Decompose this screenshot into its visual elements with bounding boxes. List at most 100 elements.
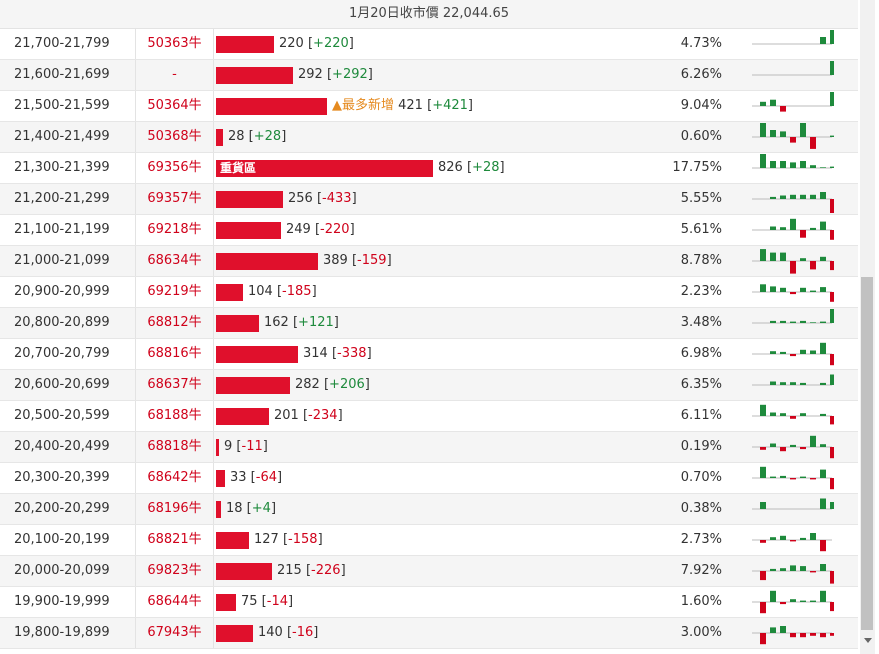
- volume-change: -158: [288, 532, 318, 547]
- scroll-down-arrow-icon[interactable]: [864, 638, 872, 643]
- spark-bar-up: [780, 227, 786, 230]
- volume-bar: [216, 191, 283, 208]
- spark-bar-up: [820, 342, 826, 354]
- spark-bar-up: [760, 154, 766, 168]
- percentage: 3.00%: [680, 625, 722, 640]
- spark-bar-up: [760, 123, 766, 137]
- spark-bar-up: [770, 537, 776, 540]
- code-link[interactable]: 68816牛: [135, 339, 214, 369]
- code-link[interactable]: 50364牛: [135, 91, 214, 121]
- table-row: 20,700-20,799 68816牛 314 [-338] 6.98%: [0, 339, 858, 370]
- spark-bar-up: [800, 123, 806, 137]
- trend-sparkline: [752, 61, 834, 76]
- spark-bar-up: [800, 258, 806, 261]
- code-link[interactable]: 68188牛: [135, 401, 214, 431]
- code-link[interactable]: 69823牛: [135, 556, 214, 586]
- table-row: 20,500-20,599 68188牛 201 [-234] 6.11%: [0, 401, 858, 432]
- volume-value: 256 [-433]: [288, 191, 357, 206]
- code-link[interactable]: 68637牛: [135, 370, 214, 400]
- spark-bar-up: [810, 227, 816, 230]
- table-row: 21,000-21,099 68634牛 389 [-159] 8.78%: [0, 246, 858, 277]
- volume-change: -16: [292, 625, 314, 640]
- volume-change: +220: [313, 36, 349, 51]
- range-label: 21,300-21,399: [14, 160, 110, 175]
- volume-number: 826: [438, 160, 463, 175]
- spark-bar-up: [820, 413, 826, 416]
- spark-bar-down: [790, 416, 796, 419]
- volume-bar: [216, 532, 249, 549]
- table-row: 20,400-20,499 68818牛 9 [-11] 0.19%: [0, 432, 858, 463]
- spark-bar-up: [830, 502, 834, 509]
- percentage: 9.04%: [680, 98, 722, 113]
- volume-number: 28: [228, 129, 245, 144]
- code-link[interactable]: 69356牛: [135, 153, 214, 183]
- spark-bar-up: [780, 287, 786, 292]
- trend-sparkline: [752, 533, 832, 552]
- code-link[interactable]: 69357牛: [135, 184, 214, 214]
- most-added-tag: ▲最多新增: [332, 98, 394, 113]
- volume-value: 389 [-159]: [323, 253, 392, 268]
- spark-bar-down: [760, 447, 766, 450]
- spark-bar-down: [830, 447, 834, 459]
- volume-value: 162 [+121]: [264, 315, 339, 330]
- code-link[interactable]: -: [135, 60, 214, 90]
- spark-bar-up: [780, 195, 786, 199]
- percentage: 0.70%: [680, 470, 722, 485]
- spark-bar-up: [820, 256, 826, 261]
- spark-bar-down: [810, 571, 816, 573]
- volume-number: 292: [298, 67, 323, 82]
- table-row: 20,900-20,999 69219牛 104 [-185] 2.23%: [0, 277, 858, 308]
- code-link[interactable]: 68196牛: [135, 494, 214, 524]
- table-row: 21,600-21,699 - 292 [+292] 6.26%: [0, 60, 858, 91]
- trend-sparkline: [752, 154, 834, 169]
- spark-bar-down: [800, 447, 806, 450]
- volume-number: 389: [323, 253, 348, 268]
- volume-change: -220: [320, 222, 350, 237]
- range-label: 20,500-20,599: [14, 408, 110, 423]
- volume-value: 201 [-234]: [274, 408, 343, 423]
- spark-bar-up: [830, 135, 834, 137]
- volume-bar: [216, 470, 225, 487]
- spark-bar-down: [790, 292, 796, 295]
- spark-bar-down: [800, 230, 806, 238]
- spark-bar-up: [780, 413, 786, 416]
- spark-bar-up: [820, 564, 826, 571]
- percentage: 4.73%: [680, 36, 722, 51]
- percentage: 3.48%: [680, 315, 722, 330]
- volume-number: 140: [258, 625, 283, 640]
- scrollbar-thumb[interactable]: [861, 277, 873, 630]
- code-link[interactable]: 50368牛: [135, 122, 214, 152]
- code-link[interactable]: 69219牛: [135, 277, 214, 307]
- code-link[interactable]: 68818牛: [135, 432, 214, 462]
- code-link[interactable]: 68812牛: [135, 308, 214, 338]
- spark-bar-up: [770, 226, 776, 230]
- spark-bar-down: [830, 199, 834, 213]
- volume-bar: [216, 284, 243, 301]
- volume-change: +121: [298, 315, 334, 330]
- volume-change: +28: [472, 160, 500, 175]
- spark-bar-up: [790, 444, 796, 447]
- code-link[interactable]: 68644牛: [135, 587, 214, 617]
- code-link[interactable]: 69218牛: [135, 215, 214, 245]
- spark-bar-up: [810, 600, 816, 602]
- volume-change: +4: [251, 501, 271, 516]
- code-link[interactable]: 68821牛: [135, 525, 214, 555]
- volume-value: 127 [-158]: [254, 532, 323, 547]
- volume-change: +206: [329, 377, 365, 392]
- code-link[interactable]: 67943牛: [135, 618, 214, 648]
- spark-bar-down: [830, 292, 834, 302]
- trend-sparkline: [752, 192, 834, 213]
- spark-bar-up: [810, 435, 816, 447]
- range-label: 21,600-21,699: [14, 67, 110, 82]
- spark-bar-up: [770, 351, 776, 354]
- code-link[interactable]: 68642牛: [135, 463, 214, 493]
- code-link[interactable]: 50363牛: [135, 29, 214, 59]
- code-link[interactable]: 68634牛: [135, 246, 214, 276]
- spark-bar-up: [770, 381, 776, 385]
- trend-sparkline: [752, 498, 834, 510]
- volume-number: 33: [230, 470, 247, 485]
- volume-bar: [216, 253, 318, 270]
- percentage: 5.61%: [680, 222, 722, 237]
- trend-sparkline: [752, 590, 834, 614]
- percentage: 6.98%: [680, 346, 722, 361]
